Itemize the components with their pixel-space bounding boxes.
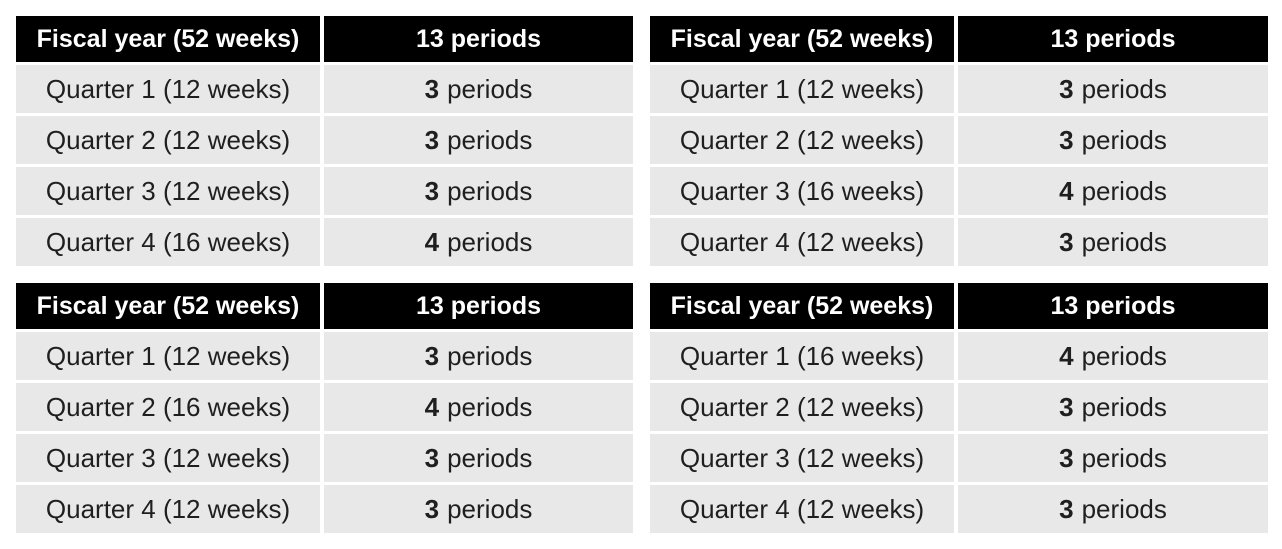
fiscal-year-header: Fiscal year (52 weeks) (16, 16, 320, 62)
periods-header: 13 periods (958, 283, 1268, 329)
periods-label: periods (447, 442, 533, 473)
periods-count: 3 (424, 493, 440, 524)
periods-label: periods (1081, 226, 1167, 257)
periods-count: 3 (424, 175, 440, 206)
periods-label: periods (1081, 175, 1167, 206)
periods-count: 3 (1059, 124, 1074, 155)
periods-count: 4 (424, 391, 440, 422)
periods-label: periods (1081, 442, 1167, 473)
periods-label: periods (447, 226, 533, 257)
periods-label: periods (447, 175, 533, 206)
fiscal-year-header: Fiscal year (52 weeks) (16, 283, 320, 329)
periods-label: periods (447, 340, 533, 371)
fiscal-year-header: Fiscal year (52 weeks) (650, 16, 954, 62)
periods-count: 3 (1059, 73, 1074, 104)
periods-cell: 3 periods (958, 65, 1268, 113)
periods-count: 3 (1059, 493, 1074, 524)
periods-count: 3 (424, 73, 440, 104)
periods-cell: 3 periods (958, 485, 1268, 533)
periods-cell: 3 periods (324, 332, 633, 380)
periods-count: 3 (1059, 391, 1074, 422)
periods-header: 13 periods (958, 16, 1268, 62)
periods-label: periods (447, 391, 533, 422)
periods-label: periods (1081, 340, 1167, 371)
quarter-cell: Quarter 4 (16 weeks) (16, 218, 320, 266)
fiscal-table-bottom-right: Fiscal year (52 weeks) 13 periods Quarte… (650, 283, 1268, 533)
quarter-cell: Quarter 2 (12 weeks) (16, 116, 320, 164)
quarter-cell: Quarter 4 (12 weeks) (16, 485, 320, 533)
quarter-cell: Quarter 3 (12 weeks) (16, 167, 320, 215)
periods-count: 4 (1059, 175, 1074, 206)
quarter-cell: Quarter 1 (12 weeks) (16, 332, 320, 380)
periods-cell: 4 periods (324, 383, 633, 431)
periods-count: 3 (424, 340, 440, 371)
quarter-cell: Quarter 2 (12 weeks) (650, 116, 954, 164)
periods-header: 13 periods (324, 16, 633, 62)
periods-count: 4 (1059, 340, 1074, 371)
periods-label: periods (1081, 493, 1167, 524)
periods-label: periods (447, 493, 533, 524)
periods-cell: 3 periods (958, 383, 1268, 431)
fiscal-year-header: Fiscal year (52 weeks) (650, 283, 954, 329)
periods-cell: 3 periods (324, 65, 633, 113)
periods-count: 3 (424, 442, 440, 473)
periods-cell: 4 periods (958, 332, 1268, 380)
quarter-cell: Quarter 1 (12 weeks) (16, 65, 320, 113)
fiscal-table-top-left: Fiscal year (52 weeks) 13 periods Quarte… (16, 16, 633, 266)
periods-cell: 3 periods (958, 116, 1268, 164)
quarter-cell: Quarter 3 (16 weeks) (650, 167, 954, 215)
quarter-cell: Quarter 1 (12 weeks) (650, 65, 954, 113)
periods-count: 3 (1059, 442, 1074, 473)
quarter-cell: Quarter 4 (12 weeks) (650, 218, 954, 266)
periods-label: periods (447, 124, 533, 155)
periods-count: 3 (424, 124, 440, 155)
periods-cell: 3 periods (958, 434, 1268, 482)
periods-cell: 3 periods (324, 167, 633, 215)
periods-label: periods (1081, 73, 1167, 104)
periods-cell: 4 periods (324, 218, 633, 266)
quarter-cell: Quarter 3 (12 weeks) (650, 434, 954, 482)
periods-cell: 3 periods (324, 116, 633, 164)
fiscal-table-top-right: Fiscal year (52 weeks) 13 periods Quarte… (650, 16, 1268, 266)
quarter-cell: Quarter 4 (12 weeks) (650, 485, 954, 533)
fiscal-table-bottom-left: Fiscal year (52 weeks) 13 periods Quarte… (16, 283, 633, 533)
quarter-cell: Quarter 2 (12 weeks) (650, 383, 954, 431)
periods-header: 13 periods (324, 283, 633, 329)
quarter-cell: Quarter 3 (12 weeks) (16, 434, 320, 482)
periods-label: periods (1081, 124, 1167, 155)
periods-cell: 3 periods (324, 434, 633, 482)
periods-cell: 3 periods (958, 218, 1268, 266)
periods-cell: 3 periods (324, 485, 633, 533)
quarter-cell: Quarter 1 (16 weeks) (650, 332, 954, 380)
periods-label: periods (447, 73, 533, 104)
periods-count: 3 (1059, 226, 1074, 257)
periods-count: 4 (424, 226, 440, 257)
quarter-cell: Quarter 2 (16 weeks) (16, 383, 320, 431)
periods-label: periods (1081, 391, 1167, 422)
periods-cell: 4 periods (958, 167, 1268, 215)
